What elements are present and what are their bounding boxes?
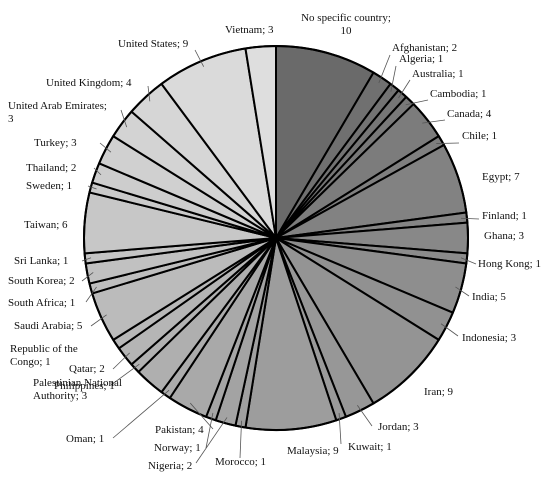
leader-line-australia xyxy=(398,79,411,99)
leader-lines xyxy=(81,49,480,464)
leader-line-finland xyxy=(460,217,480,220)
leader-line-india xyxy=(455,286,470,297)
leader-line-united-states xyxy=(194,49,205,67)
slice-label-sri-lanka: Sri Lanka; 1 xyxy=(14,255,68,267)
leader-line-qatar xyxy=(112,352,130,370)
slice-label-algeria: Algeria; 1 xyxy=(399,53,443,65)
slice-label-norway: Norway; 1 xyxy=(154,442,201,454)
leader-line-south-korea xyxy=(81,272,94,282)
slice-label-taiwan: Taiwan; 6 xyxy=(24,219,68,231)
slice-label-united-states: United States; 9 xyxy=(118,38,189,50)
slice-label-south-africa: South Africa; 1 xyxy=(8,297,75,309)
slice-label-indonesia: Indonesia; 3 xyxy=(462,332,517,344)
slice-label-united-arab-emirates: United Arab Emirates; 3 xyxy=(8,100,107,125)
leader-line-canada xyxy=(422,119,446,124)
slice-label-jordan: Jordan; 3 xyxy=(378,421,419,433)
leader-line-saudi-arabia xyxy=(90,314,107,327)
slice-label-oman: Oman; 1 xyxy=(66,433,104,445)
slice-label-palestinian-national-authority: Palestinian National Authority; 3 xyxy=(33,377,122,402)
leader-line-cambodia xyxy=(405,99,429,106)
slice-label-no-specific-country: No specific country; 10 xyxy=(301,12,391,37)
leader-line-turkey xyxy=(99,142,112,153)
slice-label-turkey: Turkey; 3 xyxy=(34,137,77,149)
slice-label-republic-of-the-congo: Republic of the Congo; 1 xyxy=(10,343,78,368)
leader-line-afghanistan xyxy=(378,54,391,84)
leader-line-nigeria xyxy=(195,417,228,464)
slice-label-sweden: Sweden; 1 xyxy=(26,180,72,192)
leader-line-hong-kong xyxy=(460,257,477,265)
slice-label-philippines: Philippines; 1 xyxy=(54,380,115,392)
slice-label-thailand: Thailand; 2 xyxy=(26,162,76,174)
leader-line-jordan xyxy=(357,405,373,427)
pie-slices xyxy=(83,44,470,431)
leader-line-thailand xyxy=(93,167,102,176)
leader-line-united-arab-emirates xyxy=(120,109,128,128)
slice-label-nigeria: Nigeria; 2 xyxy=(148,460,192,472)
leader-line-kuwait xyxy=(338,412,342,445)
slice-label-ghana: Ghana; 3 xyxy=(484,230,525,242)
slice-label-finland: Finland; 1 xyxy=(482,210,527,222)
leader-line-algeria xyxy=(390,65,397,92)
slice-label-australia: Australia; 1 xyxy=(412,68,464,80)
leader-line-indonesia xyxy=(440,323,459,337)
slice-label-afghanistan: Afghanistan; 2 xyxy=(392,42,457,54)
slice-label-india: India; 5 xyxy=(472,291,506,303)
leader-line-norway xyxy=(205,412,214,449)
slice-label-iran: Iran; 9 xyxy=(424,386,454,398)
leader-line-chile xyxy=(436,142,460,144)
slice-label-egypt: Egypt; 7 xyxy=(482,171,520,183)
slice-label-malaysia: Malaysia; 9 xyxy=(287,445,339,457)
slice-label-cambodia: Cambodia; 1 xyxy=(430,88,487,100)
leader-line-south-africa xyxy=(85,286,97,303)
leader-line-philippines xyxy=(110,363,140,386)
leader-line-morocco xyxy=(239,420,242,459)
pie-outline xyxy=(83,45,469,431)
slice-label-hong-kong: Hong Kong; 1 xyxy=(478,258,541,270)
slice-label-canada: Canada; 4 xyxy=(447,108,492,120)
leader-line-oman xyxy=(112,389,170,439)
slice-label-kuwait: Kuwait; 1 xyxy=(348,441,392,453)
slice-label-pakistan: Pakistan; 4 xyxy=(155,424,204,436)
leader-line-sri-lanka xyxy=(81,257,92,262)
slice-label-united-kingdom: United Kingdom; 4 xyxy=(46,77,132,89)
slice-label-chile: Chile; 1 xyxy=(462,130,497,142)
slice-label-morocco: Morocco; 1 xyxy=(215,456,266,468)
leader-line-pakistan xyxy=(189,402,214,430)
leader-line-sweden xyxy=(87,185,97,190)
slice-label-qatar: Qatar; 2 xyxy=(69,363,105,375)
slice-label-south-korea: South Korea; 2 xyxy=(8,275,75,287)
leader-line-united-kingdom xyxy=(147,85,151,102)
slice-label-vietnam: Vietnam; 3 xyxy=(225,24,274,36)
slice-label-saudi-arabia: Saudi Arabia; 5 xyxy=(14,320,83,332)
